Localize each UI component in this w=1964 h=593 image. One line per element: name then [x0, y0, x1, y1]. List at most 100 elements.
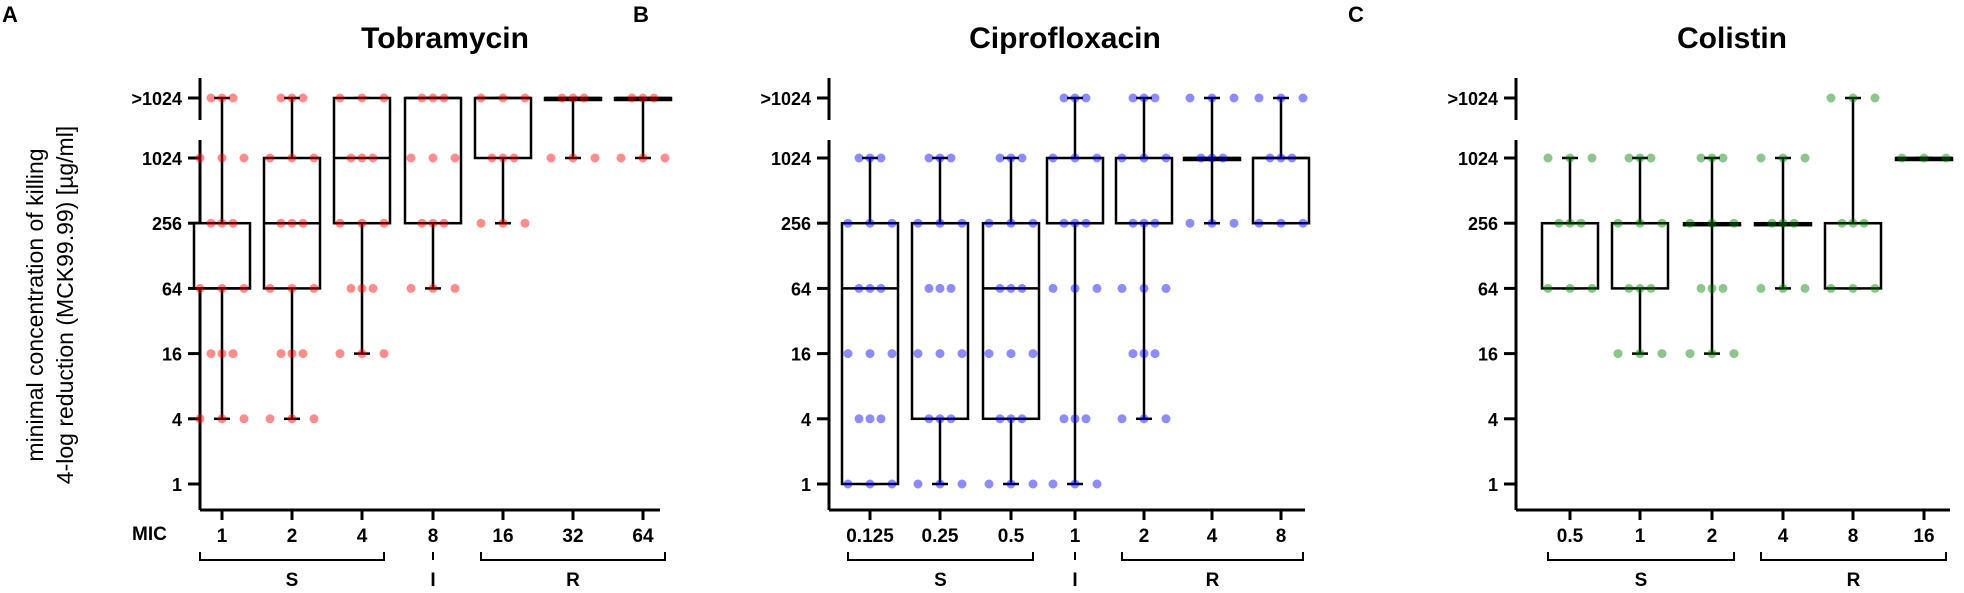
- data-point: [946, 414, 956, 424]
- data-point: [335, 218, 345, 228]
- box-4: [1753, 153, 1813, 293]
- group-label: S: [1635, 570, 1648, 591]
- box-1: [192, 93, 252, 424]
- box-0-125: [840, 153, 900, 489]
- data-point: [1543, 153, 1553, 163]
- data-point: [450, 283, 460, 293]
- data-point: [309, 414, 319, 424]
- data-point: [1848, 218, 1858, 228]
- data-point: [1070, 414, 1080, 424]
- box-rect: [1823, 221, 1883, 290]
- box-1: [1045, 93, 1105, 489]
- data-point: [1565, 218, 1575, 228]
- data-point: [379, 93, 389, 103]
- data-point: [1139, 153, 1149, 163]
- data-point: [1870, 93, 1880, 103]
- data-point: [520, 218, 530, 228]
- data-point: [854, 283, 864, 293]
- data-point: [865, 218, 875, 228]
- data-point: [428, 283, 438, 293]
- data-point: [1006, 349, 1016, 359]
- data-point: [276, 93, 286, 103]
- data-point: [417, 218, 427, 228]
- data-point: [1048, 283, 1058, 293]
- data-point: [1139, 93, 1149, 103]
- data-point: [217, 283, 227, 293]
- data-point: [887, 479, 897, 489]
- data-point: [406, 153, 416, 163]
- data-point: [1276, 218, 1286, 228]
- data-point: [287, 93, 297, 103]
- data-point: [439, 93, 449, 103]
- y-tick-label: 256: [781, 214, 811, 234]
- data-point: [1685, 218, 1695, 228]
- box-0-25: [910, 153, 970, 489]
- box-2: [262, 93, 322, 424]
- data-point: [298, 218, 308, 228]
- x-tick-label: 8: [1276, 526, 1287, 547]
- data-point: [287, 153, 297, 163]
- data-point: [935, 414, 945, 424]
- box-rect: [192, 221, 252, 290]
- data-point: [1017, 414, 1027, 424]
- data-point: [1092, 153, 1102, 163]
- data-point: [887, 349, 897, 359]
- data-point: [1006, 479, 1016, 489]
- data-point: [298, 349, 308, 359]
- x-tick-label: 2: [1139, 526, 1150, 547]
- data-point: [206, 349, 216, 359]
- data-point: [935, 479, 945, 489]
- data-point: [1254, 93, 1264, 103]
- data-point: [935, 349, 945, 359]
- data-point: [520, 93, 530, 103]
- data-point: [1196, 153, 1206, 163]
- y-tick-label: 4: [172, 410, 182, 430]
- data-point: [498, 218, 508, 228]
- data-point: [1718, 153, 1728, 163]
- data-point: [1028, 218, 1038, 228]
- data-point: [627, 93, 637, 103]
- data-point: [217, 218, 227, 228]
- data-point: [568, 93, 578, 103]
- data-point: [924, 283, 934, 293]
- x-tick-label: 8: [1848, 526, 1859, 547]
- data-point: [590, 153, 600, 163]
- data-point: [1729, 349, 1739, 359]
- box-0-5: [1540, 153, 1600, 293]
- data-point: [865, 283, 875, 293]
- data-point: [1207, 93, 1217, 103]
- data-point: [357, 349, 367, 359]
- data-point: [287, 349, 297, 359]
- data-point: [239, 283, 249, 293]
- data-point: [1707, 283, 1717, 293]
- data-point: [228, 93, 238, 103]
- data-point: [287, 414, 297, 424]
- data-point: [1017, 153, 1027, 163]
- y-tick-label: 1024: [1458, 149, 1498, 169]
- data-point: [1941, 153, 1951, 163]
- data-point: [1059, 414, 1069, 424]
- data-point: [1565, 153, 1575, 163]
- group-bracket: [1121, 552, 1304, 561]
- data-point: [1587, 283, 1597, 293]
- data-point: [1139, 349, 1149, 359]
- data-point: [1778, 283, 1788, 293]
- y-tick-label: >1024: [760, 89, 811, 109]
- data-point: [1207, 153, 1217, 163]
- data-point: [1070, 218, 1080, 228]
- data-point: [876, 283, 886, 293]
- data-point: [1298, 93, 1308, 103]
- data-point: [946, 283, 956, 293]
- x-tick-label: 2: [1707, 526, 1718, 547]
- x-axis-label: MIC: [132, 524, 167, 545]
- data-point: [1767, 218, 1777, 228]
- data-point: [379, 349, 389, 359]
- box-rect: [1114, 156, 1174, 225]
- data-point: [984, 218, 994, 228]
- group-label: I: [430, 570, 435, 591]
- data-point: [417, 93, 427, 103]
- y-tick-label: 256: [152, 214, 182, 234]
- data-point: [357, 93, 367, 103]
- data-point: [1150, 218, 1160, 228]
- box-rect: [1045, 156, 1105, 225]
